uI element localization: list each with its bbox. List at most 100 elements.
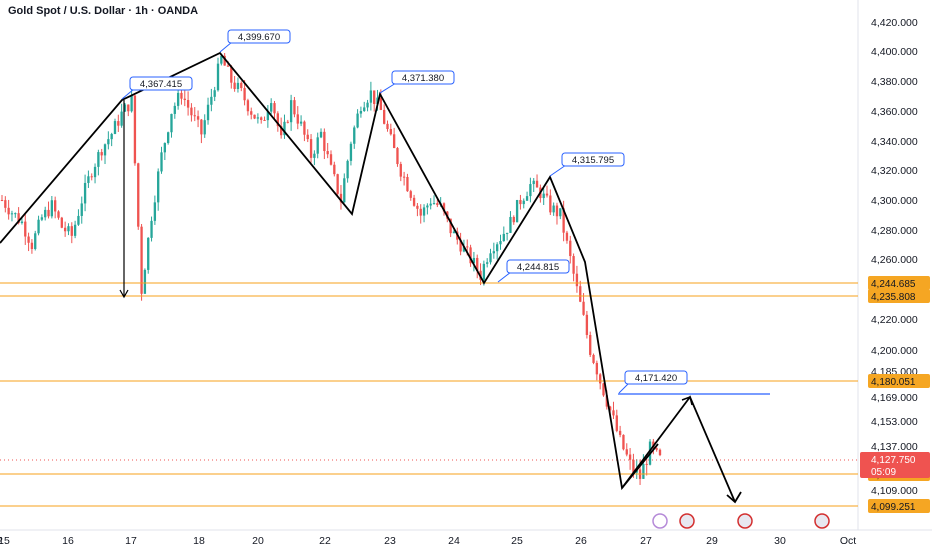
candle-body — [37, 219, 40, 234]
candle-body — [67, 226, 70, 232]
candle-body — [509, 216, 512, 233]
price-callout-box[interactable] — [561, 152, 625, 167]
level-price-tag — [868, 499, 930, 513]
y-tick-label: 4,400.000 — [871, 46, 918, 58]
candle-body — [602, 383, 605, 396]
candle-body — [422, 207, 426, 216]
countdown-label: 05:09 — [871, 467, 896, 478]
candle-body — [97, 152, 100, 167]
candle-body — [213, 90, 216, 97]
x-tick-label: Oct — [840, 535, 856, 547]
callout-pointer — [549, 164, 567, 177]
candle-body — [562, 208, 565, 233]
candle-body — [186, 100, 190, 108]
callout-pointer — [618, 382, 630, 394]
candle-body — [193, 115, 196, 117]
candle-body — [353, 127, 356, 144]
lightning-icon[interactable] — [652, 513, 668, 529]
candle-body — [549, 195, 552, 213]
candle-body — [47, 209, 50, 217]
candle-body — [223, 55, 226, 66]
candle-body — [260, 117, 263, 120]
candle-body — [572, 256, 575, 274]
y-tick-label: 4,320.000 — [871, 165, 918, 177]
candle-body — [200, 119, 203, 135]
candle-body — [137, 163, 140, 227]
candle-body — [469, 247, 472, 264]
current-price-label: 4,127.750 — [871, 455, 916, 466]
candle-body — [40, 217, 44, 220]
candle-body — [50, 200, 54, 217]
price-callout-box[interactable] — [506, 259, 570, 274]
candle-body — [592, 354, 595, 363]
price-callout-box[interactable] — [129, 76, 193, 91]
candle-body — [329, 154, 333, 165]
y-tick-label: 4,109.000 — [871, 485, 918, 497]
candle-body — [203, 120, 206, 135]
level-price-label: 4,099.251 — [871, 502, 916, 513]
candle-body — [359, 110, 363, 114]
price-callout-label: 4,244.815 — [517, 262, 559, 273]
candle-body — [409, 191, 412, 198]
candle-body — [575, 273, 579, 287]
candle-body — [157, 171, 160, 203]
candle-body — [615, 415, 618, 431]
level-price-tag — [868, 289, 930, 303]
x-tick-label: 30 — [774, 535, 786, 547]
price-callout-box[interactable] — [391, 70, 455, 85]
candle-body — [555, 205, 559, 217]
candle-body — [333, 164, 336, 175]
candle-body — [170, 113, 173, 133]
candle-body — [250, 111, 253, 115]
candle-body — [14, 213, 17, 215]
candle-body — [90, 176, 93, 178]
x-tick-label: 20 — [252, 535, 264, 547]
candle-body — [253, 114, 256, 119]
candle-body — [83, 182, 87, 204]
candle-body — [399, 164, 402, 177]
y-tick-label: 4,360.000 — [871, 106, 918, 118]
candle-body — [373, 90, 376, 104]
candle-body — [286, 121, 289, 123]
candle-body — [80, 203, 83, 216]
candle-body — [432, 203, 436, 205]
candle-body — [17, 213, 20, 223]
candle-body — [77, 215, 80, 225]
candle-body — [632, 459, 635, 473]
x-tick-label: 25 — [511, 535, 523, 547]
callout-pointer — [121, 88, 135, 100]
candle-body — [140, 226, 143, 294]
price-callout-box[interactable] — [227, 29, 291, 44]
level-price-tag — [868, 374, 930, 388]
level-price-tag — [868, 276, 930, 290]
us-flag-icon[interactable] — [737, 513, 753, 529]
us-flag-icon[interactable] — [814, 513, 830, 529]
candle-body — [482, 263, 486, 280]
y-tick-label: 4,153.000 — [871, 416, 918, 428]
candle-body — [396, 148, 399, 165]
y-tick-label: 4,280.000 — [871, 225, 918, 237]
candle-body — [419, 208, 422, 216]
candle-body — [492, 251, 496, 254]
candle-body — [220, 55, 223, 64]
candle-body — [226, 65, 230, 67]
y-tick-label: 4,300.000 — [871, 195, 918, 207]
candle-body — [306, 134, 309, 140]
candle-body — [180, 92, 183, 99]
candle-body — [436, 203, 439, 206]
price-callout-label: 4,367.415 — [140, 79, 182, 90]
price-callout-box[interactable] — [624, 370, 688, 385]
candle-body — [316, 137, 319, 154]
us-flag-icon[interactable] — [679, 513, 695, 529]
candle-body — [426, 205, 429, 208]
candle-body — [462, 246, 466, 252]
x-tick-label: 24 — [448, 535, 460, 547]
candle-body — [166, 132, 170, 144]
y-tick-label: 4,340.000 — [871, 136, 918, 148]
candle-body — [4, 200, 7, 208]
candle-body — [595, 362, 599, 375]
candle-body — [176, 92, 180, 106]
candle-body — [442, 203, 446, 212]
candle-body — [579, 286, 582, 302]
